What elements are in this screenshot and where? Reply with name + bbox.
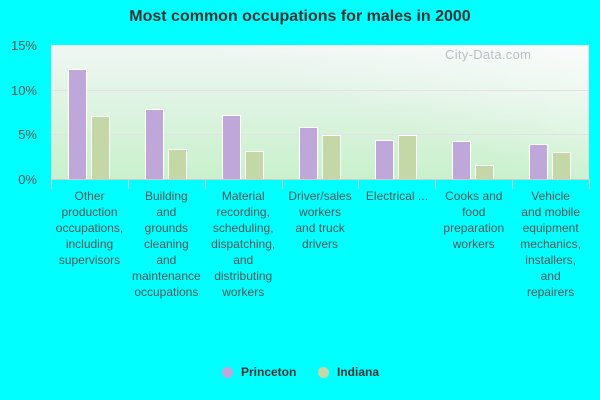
x-category-label: Cooks and food preparation workers: [443, 189, 505, 251]
plot-area: [51, 45, 589, 179]
x-category-label: Vehicle and mobile equipment mechanics, …: [520, 189, 581, 299]
x-category-label: Building and grounds cleaning and mainte…: [131, 189, 201, 299]
bar-princeton: [68, 69, 87, 179]
x-category-label: Driver/sales workers and truck drivers: [288, 189, 352, 251]
bar-indiana: [321, 135, 341, 179]
x-tick: [204, 179, 206, 189]
legend-item-princeton: Princeton: [222, 365, 296, 379]
bar-indiana: [398, 135, 418, 179]
y-tick-5: 5%: [18, 127, 37, 142]
bar-princeton: [298, 127, 318, 179]
x-tick: [127, 179, 129, 189]
x-tick: [51, 179, 52, 189]
legend-item-indiana: Indiana: [318, 365, 379, 379]
legend-label-indiana: Indiana: [337, 365, 380, 379]
x-axis-line: [51, 179, 589, 180]
legend-swatch-indiana-icon: [318, 366, 329, 378]
x-tick: [512, 179, 514, 189]
y-tick-15: 15%: [10, 38, 37, 53]
bar-indiana: [167, 148, 187, 179]
gridline-5: [51, 134, 589, 135]
legend: Princeton Indiana: [0, 365, 600, 381]
y-tick-10: 10%: [10, 83, 37, 98]
chart-title: Most common occupations for males in 200…: [129, 8, 471, 25]
bar-princeton: [529, 144, 549, 179]
bar-princeton: [375, 139, 395, 179]
bar-princeton: [221, 114, 241, 179]
gridline-10: [51, 90, 589, 91]
x-category-label: Electrical ...: [365, 189, 428, 203]
x-tick: [589, 179, 590, 189]
plot-sheen: [51, 45, 589, 179]
bar-princeton: [144, 109, 164, 179]
y-tick-0: 0%: [18, 172, 37, 187]
watermark-logo: City-Data.com: [445, 47, 532, 62]
legend-label-princeton: Princeton: [241, 365, 297, 379]
bar-princeton: [452, 141, 472, 179]
x-category-label: Other production occupations, including …: [55, 189, 124, 267]
bar-indiana: [91, 116, 110, 179]
bar-indiana: [552, 152, 572, 179]
bar-indiana: [475, 164, 495, 179]
x-tick: [358, 179, 360, 189]
legend-swatch-princeton-icon: [222, 366, 233, 378]
x-tick: [281, 179, 283, 189]
x-tick: [435, 179, 437, 189]
bar-indiana: [244, 151, 264, 179]
x-category-label: Material recording, scheduling, dispatch…: [211, 189, 276, 299]
